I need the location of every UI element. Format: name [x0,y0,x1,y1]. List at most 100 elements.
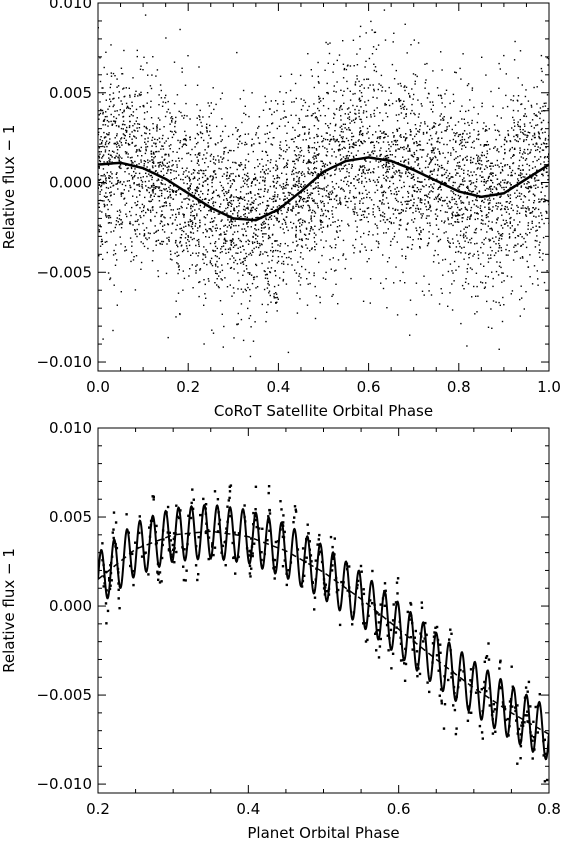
data-point [141,203,144,206]
data-point [447,151,449,154]
data-point [329,198,331,201]
data-point [320,227,322,229]
data-point [516,210,519,212]
data-point [414,80,416,83]
data-point [157,275,160,278]
data-point [257,137,259,139]
data-point [460,200,462,202]
data-point [391,141,393,143]
data-point [428,237,430,239]
data-point [516,136,519,138]
data-point [285,283,288,285]
data-point [98,151,101,153]
data-point [136,235,138,238]
data-point [488,238,490,240]
data-point [214,250,217,252]
data-point [311,174,314,177]
data-point [118,218,121,220]
data-point [373,115,376,117]
data-point [195,272,197,274]
data-point [301,207,304,209]
data-point [456,203,458,206]
data-point [277,284,280,286]
data-point [439,94,442,96]
data-point [351,136,353,138]
data-point [201,132,204,135]
data-point [331,210,333,212]
data-point [225,191,227,193]
data-point [250,326,252,328]
data-point [444,106,446,108]
data-point [147,140,149,143]
data-point [513,119,515,121]
data-point [143,233,146,235]
data-point [202,232,204,234]
data-point [454,194,457,196]
data-point [428,283,430,285]
data-point [294,154,297,156]
data-point [298,171,300,173]
data-point [99,138,101,141]
data-point [440,113,442,115]
data-point [151,139,153,141]
data-point [290,114,292,116]
data-point [104,175,106,177]
data-point [253,278,255,281]
data-point [541,70,543,73]
data-point [158,200,161,202]
data-point [529,190,531,192]
data-point [211,234,214,237]
data-point [421,170,423,172]
data-point [196,190,198,193]
data-point [433,170,435,172]
data-point [286,197,288,199]
data-point [537,284,539,286]
data-point [325,41,327,44]
data-point [232,133,234,136]
data-point [440,288,442,290]
data-point [143,163,145,165]
data-point [496,149,498,152]
data-point [106,240,108,243]
data-point [416,144,418,147]
data-point [218,167,220,170]
data-point [467,83,470,85]
data-point [133,188,136,191]
data-point [298,134,301,136]
data-point [165,37,167,39]
data-point [255,238,257,240]
data-point [410,174,413,176]
data-point [326,190,328,192]
data-point [424,166,427,169]
data-point [535,142,538,144]
data-point [171,116,173,118]
data-point [498,245,501,247]
data-point [299,231,302,233]
data-point [242,89,245,92]
data-point [430,190,432,192]
data-point [308,168,310,171]
data-point [161,189,163,192]
data-point [112,329,114,332]
data-point [326,173,329,175]
data-point [247,133,250,135]
data-point [103,173,105,176]
data-point [348,155,351,157]
data-point [363,216,366,218]
data-point [487,254,489,256]
data-point [403,146,405,148]
data-point [236,51,238,54]
data-point [262,109,265,111]
data-point [547,174,549,177]
data-point [458,165,460,167]
data-point [143,206,145,209]
data-point [244,288,246,291]
data-point [276,127,278,130]
data-point [266,132,268,135]
data-point [140,159,142,161]
data-point [294,269,296,271]
data-point [159,242,161,245]
data-point [188,177,191,180]
data-point [412,167,414,169]
data-point [497,217,499,219]
